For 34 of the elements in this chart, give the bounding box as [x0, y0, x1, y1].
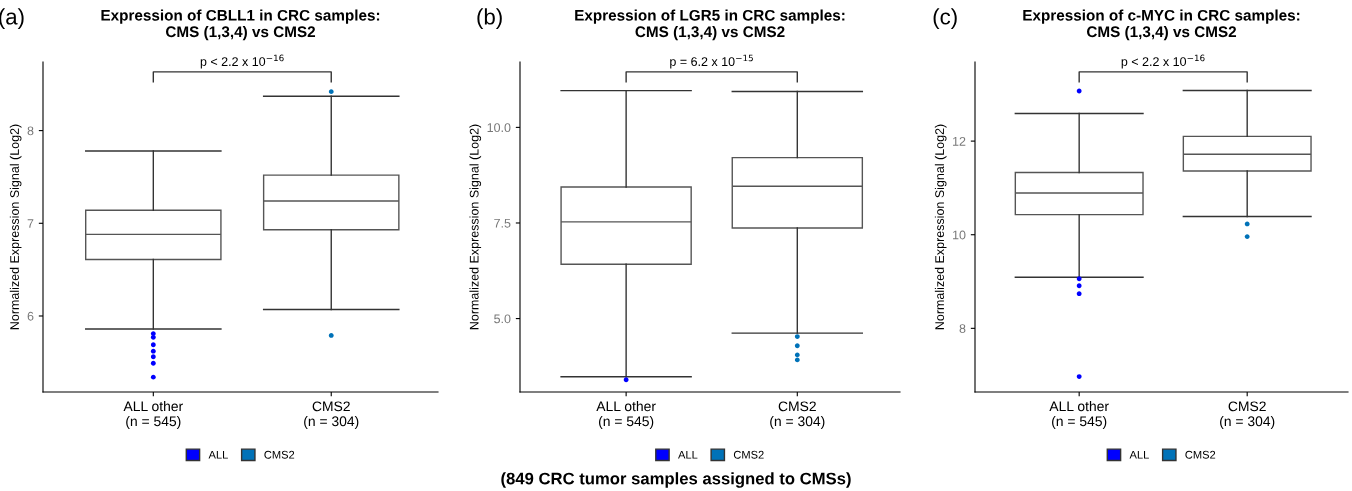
y-axis-title: Normalized Expression Signal (Log2): [934, 124, 947, 330]
legend-label: CMS2: [733, 450, 764, 459]
text: (849 CRC tumor samples assigned to CMSs): [501, 472, 851, 488]
y-tick-label: 10: [953, 230, 966, 240]
text: (b): [477, 8, 502, 29]
y-tick-label: 10.0: [487, 123, 511, 133]
x-tick-label: ALL other (n = 545): [596, 401, 656, 429]
chart-title: Expression of LGR5 in CRC samples: CMS (1,3,4) vs CMS2: [575, 9, 845, 41]
y-axis-title: Normalized Expression Signal (Log2): [469, 124, 482, 330]
legend-label: CMS2: [264, 450, 295, 459]
y-tick-label: 7: [27, 219, 34, 228]
text: (a): [0, 8, 24, 29]
chart-title: Expression of CBLL1 in CRC samples: CMS (1,3,4) vs CMS2: [101, 9, 380, 41]
y-tick-label: 8: [27, 126, 34, 136]
y-tick-label: 8: [959, 324, 966, 333]
y-tick-label: 5.0: [494, 314, 511, 324]
x-tick-label: CMS2 (n = 304): [1220, 401, 1275, 429]
chart-title: Expression of c-MYC in CRC samples: CMS (1,3,4) vs CMS2: [1023, 9, 1300, 41]
y-tick-label: 12: [953, 136, 966, 146]
legend-label: ALL: [208, 450, 228, 459]
y-tick-label: 6: [27, 311, 34, 321]
x-tick-label: ALL other (n = 545): [123, 401, 183, 429]
y-tick-label: 7.5: [494, 218, 511, 228]
annotation: p < 2.2 x 10$^{−16}$: [1121, 54, 1205, 69]
annotation: p < 2.2 x 10$^{−16}$: [200, 54, 284, 69]
legend-label: ALL: [678, 450, 698, 459]
legend-label: ALL: [1129, 450, 1149, 459]
legend-label: CMS2: [1185, 450, 1216, 459]
x-tick-label: ALL other (n = 545): [1049, 401, 1109, 429]
text: (c): [933, 8, 957, 29]
x-tick-label: CMS2 (n = 304): [770, 401, 825, 429]
annotation: p = 6.2 x 10$^{−15}$: [670, 54, 753, 69]
x-tick-label: CMS2 (n = 304): [304, 401, 359, 429]
y-axis-title: Normalized Expression Signal (Log2): [9, 124, 22, 330]
